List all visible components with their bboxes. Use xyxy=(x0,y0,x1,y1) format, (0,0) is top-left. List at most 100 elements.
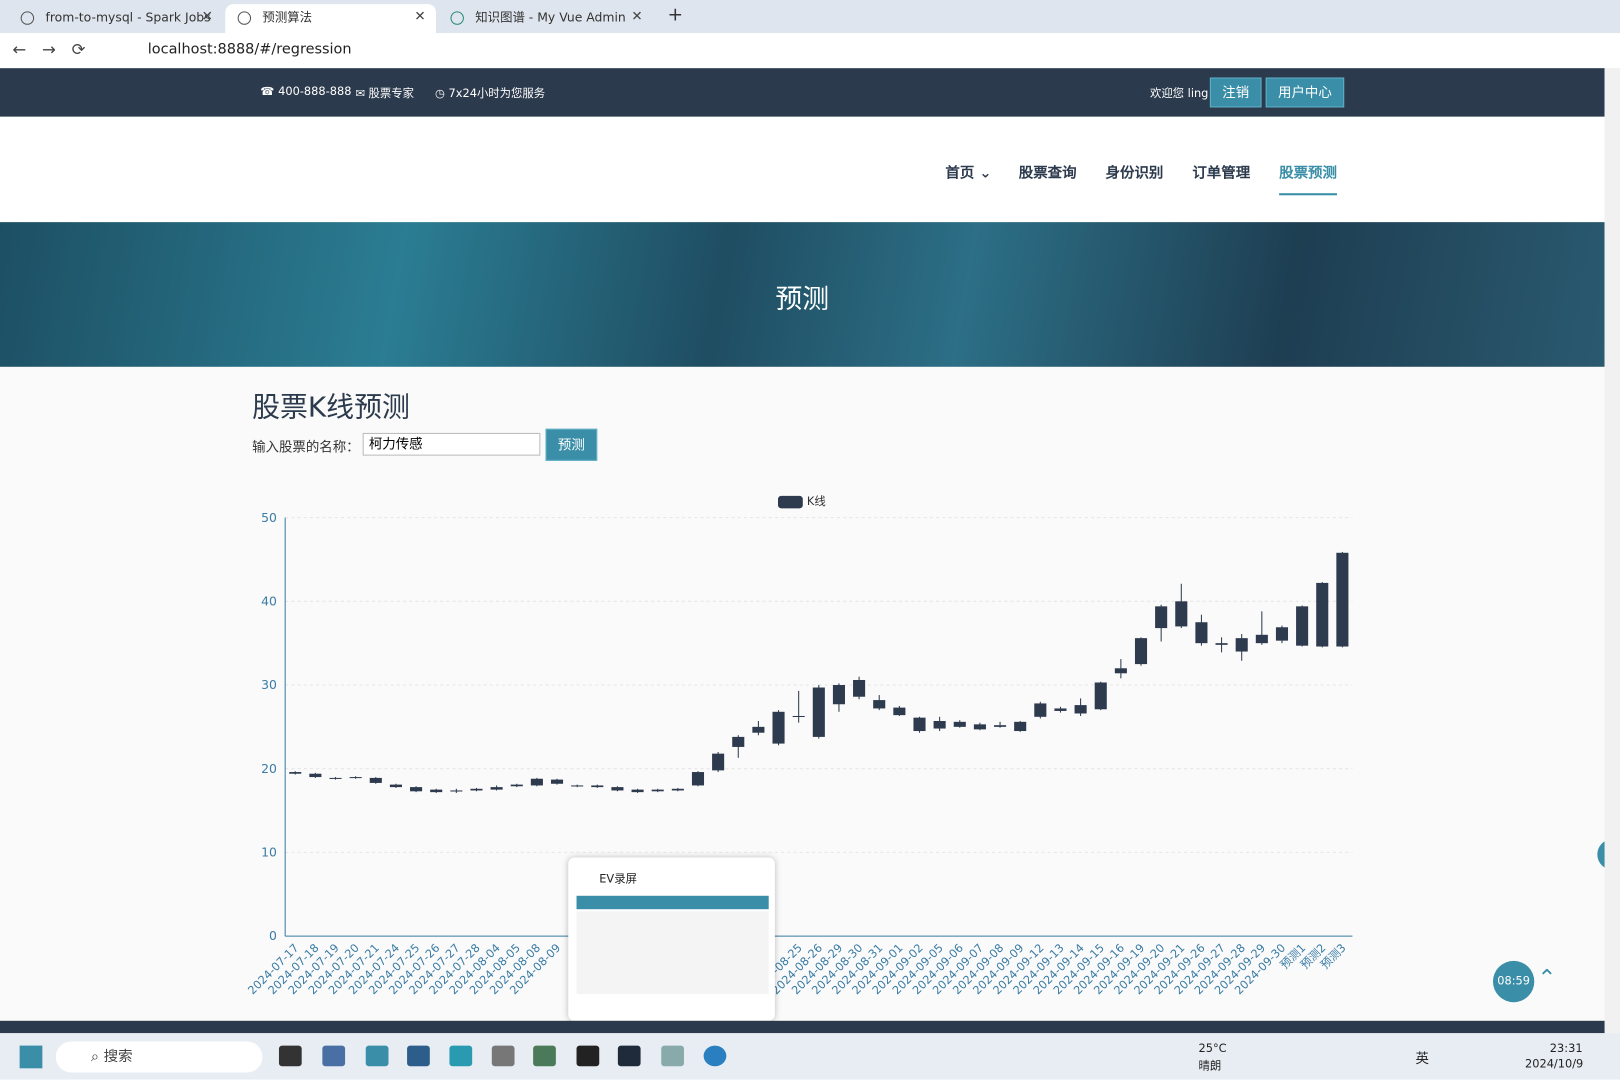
legend-swatch xyxy=(777,495,803,509)
welcome: 欢迎您 ling xyxy=(1149,86,1209,101)
candle-body xyxy=(732,736,745,747)
candle-body xyxy=(1054,708,1067,711)
candle-body xyxy=(832,685,845,705)
tab[interactable]: 预测算法 ✕ xyxy=(225,4,437,34)
back-to-top[interactable]: ⌃ xyxy=(1537,966,1557,992)
candle-body xyxy=(792,715,805,718)
nav-item[interactable]: 首页 ⌄ xyxy=(945,165,992,182)
nav-item[interactable]: 股票预测 xyxy=(1279,162,1337,196)
nav-item[interactable]: 股票查询 xyxy=(1018,165,1077,182)
app-icon[interactable] xyxy=(491,1045,515,1067)
candle-body xyxy=(1034,703,1047,717)
popup-preview xyxy=(576,911,769,994)
candle-body xyxy=(691,772,705,786)
nav-item[interactable]: 订单管理 xyxy=(1192,165,1251,182)
candle-body xyxy=(1195,622,1208,644)
app-icon[interactable] xyxy=(322,1045,346,1067)
candle-body xyxy=(450,790,463,792)
nav-buttons[interactable]: ← → ⟳ xyxy=(12,39,86,59)
candle-body xyxy=(953,721,966,727)
app-icon[interactable] xyxy=(617,1045,641,1067)
candle-body xyxy=(530,778,543,786)
legend-label: K线 xyxy=(807,494,826,508)
ime[interactable]: 英 xyxy=(1415,1051,1429,1068)
tab[interactable]: 知识图谱 - My Vue Admin ✕ xyxy=(438,4,653,33)
candle-body xyxy=(510,784,523,787)
candle-body xyxy=(1296,606,1309,646)
app-icon[interactable] xyxy=(661,1045,684,1067)
app-icon[interactable] xyxy=(576,1045,600,1067)
chart: K线010203040502024-07-172024-07-182024-07… xyxy=(245,494,1353,997)
tab-title: 知识图谱 - My Vue Admin xyxy=(475,10,626,25)
address-bar: ← → ⟳ localhost:8888/#/regression xyxy=(0,33,1620,70)
candle-body xyxy=(309,773,322,778)
candle-body xyxy=(329,777,342,779)
new-tab[interactable]: + xyxy=(667,4,684,26)
recorder-popup[interactable]: EV录屏 xyxy=(568,857,775,1021)
clock-time: 23:31 xyxy=(1549,1041,1583,1055)
y-tick-label: 10 xyxy=(261,845,277,860)
candle-body xyxy=(550,779,564,784)
temperature: 25°C xyxy=(1198,1041,1227,1055)
candle-body xyxy=(1255,634,1268,644)
candle-body xyxy=(369,777,382,783)
candle-body xyxy=(772,711,785,744)
candle-body xyxy=(973,724,986,730)
expert: 股票专家 xyxy=(368,86,415,101)
search-label: 搜索 xyxy=(103,1048,133,1066)
candle-body xyxy=(1275,627,1289,641)
tab-bar: from-to-mysql - Spark Jobs ✕ 预测算法 ✕ 知识图谱 -… xyxy=(0,0,1620,34)
y-tick-label: 40 xyxy=(261,593,277,608)
candle-body xyxy=(1235,638,1248,652)
nav-item[interactable]: 身份识别 xyxy=(1105,165,1164,182)
banner-title: 预测 xyxy=(775,284,830,316)
timer-badge[interactable]: 08:59 xyxy=(1492,960,1535,1003)
candle-body xyxy=(389,784,402,788)
stock-input[interactable]: 柯力传感 xyxy=(362,432,541,456)
candle-body xyxy=(1155,606,1168,629)
candle-body xyxy=(994,725,1007,727)
service: 7x24小时为您服务 xyxy=(448,86,546,101)
candle-body xyxy=(913,717,926,732)
predict-button[interactable]: 预测 xyxy=(545,428,598,461)
candle-body xyxy=(712,753,725,771)
candle-body xyxy=(873,700,886,709)
candle-body xyxy=(470,788,483,791)
candle-body xyxy=(893,707,906,716)
candle-body xyxy=(490,787,503,790)
banner: 预测 xyxy=(0,222,1605,367)
candle-body xyxy=(1215,643,1228,645)
start-button[interactable] xyxy=(19,1045,43,1069)
candle-body xyxy=(430,789,443,793)
nav-bar: 首页 ⌄ 股票查询 身份识别 订单管理 股票预测 xyxy=(0,116,1605,223)
app-icon[interactable] xyxy=(365,1045,389,1067)
scrollbar[interactable] xyxy=(1604,68,1620,1034)
candle-body xyxy=(1074,705,1087,714)
popup-preview xyxy=(576,895,769,910)
candle-body xyxy=(933,720,946,729)
taskbar: ⌕ 搜索 25°C 晴朗 英 23:31 2024/10/9 xyxy=(0,1033,1620,1080)
url[interactable]: localhost:8888/#/regression xyxy=(147,41,352,58)
tab-title: from-to-mysql - Spark Jobs xyxy=(45,10,211,25)
candle-body xyxy=(410,787,423,792)
app-icon[interactable] xyxy=(533,1045,556,1067)
input-label: 输入股票的名称： xyxy=(252,440,360,456)
tab-title: 预测算法 xyxy=(262,10,313,25)
app-icon[interactable] xyxy=(407,1045,430,1067)
candle-body xyxy=(349,777,362,779)
user-center-button[interactable]: 用户中心 xyxy=(1265,77,1345,108)
candle-body xyxy=(671,788,684,791)
candle-body xyxy=(651,789,664,792)
candle-body xyxy=(631,789,644,793)
app-icon[interactable] xyxy=(703,1045,727,1067)
logout-button[interactable]: 注销 xyxy=(1209,77,1262,108)
app-icon[interactable] xyxy=(449,1045,473,1067)
candle-body xyxy=(853,679,866,697)
candle-body xyxy=(1175,601,1188,627)
footer xyxy=(0,1020,1605,1034)
tab[interactable]: from-to-mysql - Spark Jobs ✕ xyxy=(8,4,223,33)
candle-body xyxy=(571,785,584,787)
app-icon[interactable] xyxy=(278,1045,302,1067)
search-box[interactable]: ⌕ 搜索 xyxy=(55,1041,263,1073)
